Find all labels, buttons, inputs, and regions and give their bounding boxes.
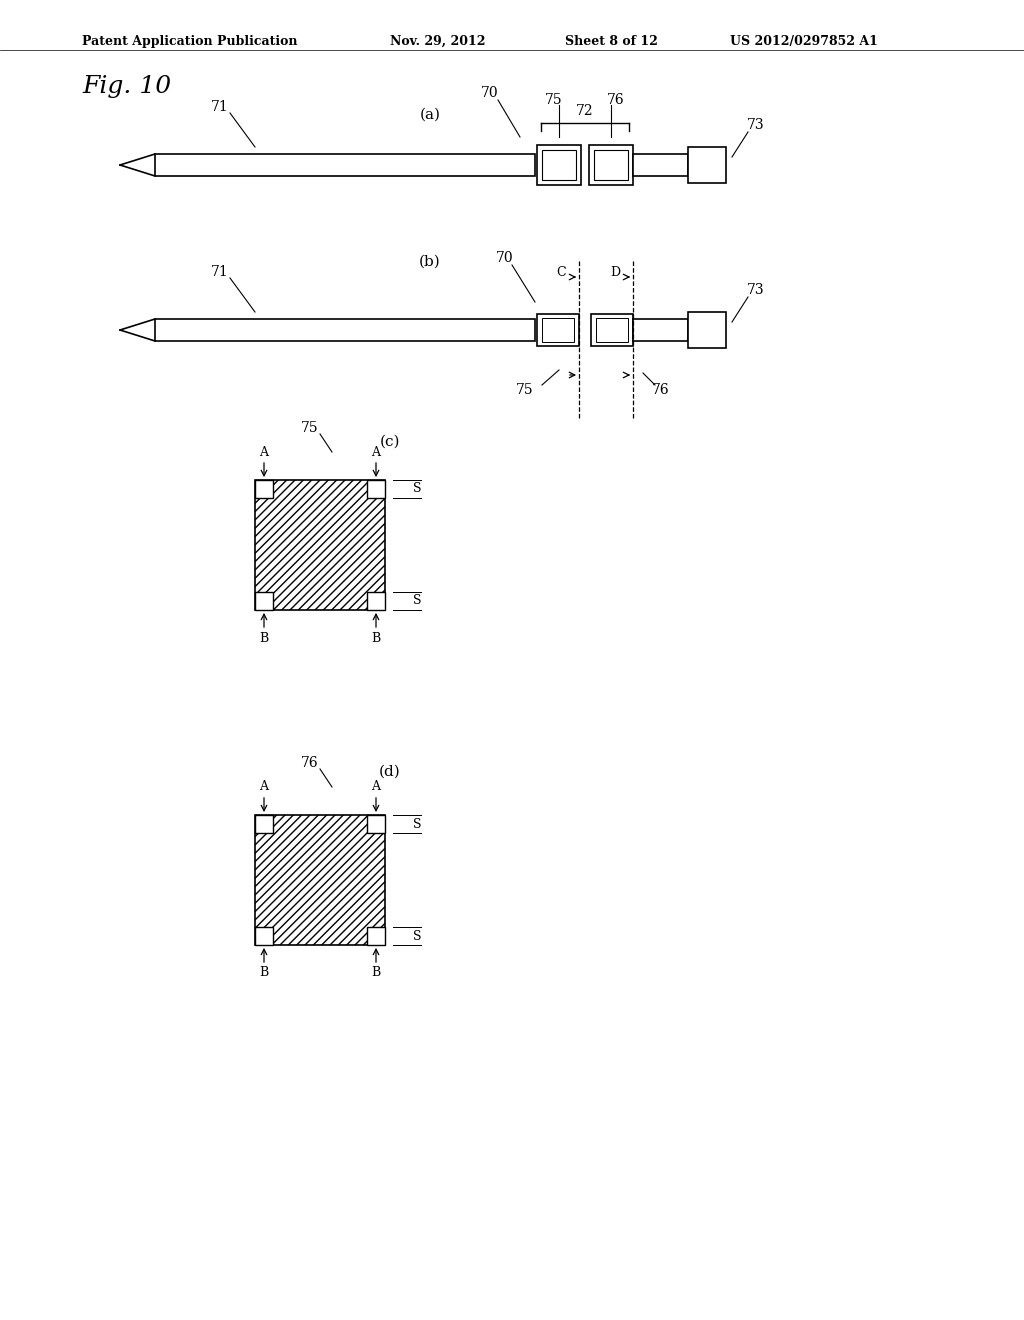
Text: Sheet 8 of 12: Sheet 8 of 12 (565, 36, 657, 48)
Text: C: C (556, 265, 566, 279)
Text: (c): (c) (380, 436, 400, 449)
Text: 70: 70 (497, 251, 514, 265)
Text: (b): (b) (419, 255, 441, 269)
Text: A: A (372, 446, 381, 458)
Bar (542, 318, 574, 342)
Bar (591, 314, 633, 346)
Text: (d): (d) (379, 766, 400, 779)
Bar (537, 314, 579, 346)
Bar (633, 319, 688, 341)
Text: 76: 76 (607, 92, 625, 107)
Text: 75: 75 (516, 383, 534, 397)
Text: Nov. 29, 2012: Nov. 29, 2012 (390, 36, 485, 48)
Text: Patent Application Publication: Patent Application Publication (82, 36, 298, 48)
Bar (688, 312, 726, 348)
Bar (255, 480, 385, 610)
Text: Fig. 10: Fig. 10 (82, 75, 171, 98)
Bar (255, 814, 273, 833)
Text: 76: 76 (301, 756, 318, 770)
Bar (367, 480, 385, 498)
Bar (367, 591, 385, 610)
Text: B: B (259, 966, 268, 979)
Text: B: B (372, 966, 381, 979)
Bar (255, 591, 273, 610)
Text: S: S (413, 817, 422, 830)
Bar (537, 145, 581, 185)
Bar (155, 319, 535, 341)
Text: S: S (413, 483, 422, 495)
Bar (255, 480, 273, 498)
Text: 73: 73 (748, 282, 765, 297)
Text: US 2012/0297852 A1: US 2012/0297852 A1 (730, 36, 878, 48)
Text: D: D (610, 265, 621, 279)
Bar (633, 154, 688, 176)
Bar (155, 154, 535, 176)
Bar (255, 927, 273, 945)
Text: (a): (a) (420, 108, 440, 121)
Text: B: B (259, 631, 268, 644)
Text: S: S (413, 929, 422, 942)
Text: 71: 71 (211, 100, 229, 114)
Text: 70: 70 (481, 86, 499, 100)
Bar (596, 318, 628, 342)
Text: B: B (372, 631, 381, 644)
Bar (688, 147, 726, 183)
Bar (367, 927, 385, 945)
Bar (367, 814, 385, 833)
Bar (542, 150, 575, 180)
Text: 71: 71 (211, 265, 229, 279)
Text: 72: 72 (577, 104, 594, 117)
Text: A: A (259, 780, 268, 793)
Text: 73: 73 (748, 117, 765, 132)
Text: 75: 75 (545, 92, 563, 107)
Text: S: S (413, 594, 422, 607)
Bar (589, 145, 633, 185)
Bar (594, 150, 628, 180)
Text: A: A (259, 446, 268, 458)
Text: 76: 76 (652, 383, 670, 397)
Bar (255, 814, 385, 945)
Text: A: A (372, 780, 381, 793)
Text: 75: 75 (301, 421, 318, 436)
